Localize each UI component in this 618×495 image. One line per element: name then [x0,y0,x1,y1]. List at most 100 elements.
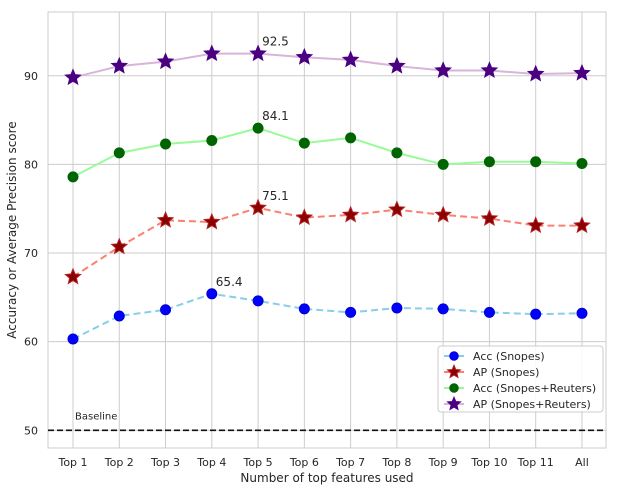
star-marker [573,63,591,81]
circle-marker [437,303,449,315]
circle-marker [449,351,459,361]
circle-marker [298,137,310,149]
legend: Acc (Snopes) AP (Snopes) Acc (Snopes+Reute… [437,345,604,413]
circle-marker [252,122,264,134]
star-marker [388,56,406,74]
y-tick-label: 70 [24,247,38,260]
legend-label: Acc (Snopes) [473,350,545,363]
data-label: 65.4 [216,275,243,289]
circle-marker [576,158,588,170]
legend-item: Acc (Snopes) [444,350,545,363]
star-marker [434,61,453,79]
circle-marker [67,333,79,345]
circle-marker [206,134,218,146]
circle-marker [530,156,542,168]
y-tick-label: 80 [24,158,38,171]
legend-box [437,345,604,413]
circle-marker [449,383,459,393]
data-label: 84.1 [262,109,289,123]
star-marker [295,47,314,65]
star-marker [341,205,360,223]
star-marker [526,216,545,234]
star-marker [446,363,462,379]
legend-item: Acc (Snopes+Reuters) [444,382,596,395]
star-marker [573,216,591,234]
x-tick-label: Top 6 [289,456,319,469]
x-tick-label: Top 4 [196,456,226,469]
circle-marker [483,156,495,168]
circle-marker [576,307,588,319]
series-line [72,127,583,178]
star-marker [110,237,129,255]
star-marker [249,44,267,62]
legend-item: AP (Snopes+Reuters) [444,395,591,411]
circle-marker [252,295,264,307]
star-marker [156,52,175,70]
star-marker [480,209,499,227]
data-label: 75.1 [262,189,289,203]
series-line [72,52,582,79]
circle-marker [113,310,125,322]
star-marker [341,50,360,68]
circle-marker [298,303,310,315]
circle-marker [530,308,542,320]
x-tick-label: Top 5 [243,456,273,469]
circle-marker [160,304,172,316]
x-tick-label: Top 8 [381,456,411,469]
star-marker [446,395,462,411]
star-marker [526,64,545,82]
circle-marker [67,171,79,183]
data-label: 92.5 [262,35,289,49]
star-marker [295,208,314,226]
circle-marker [160,138,172,150]
circle-marker [113,147,125,159]
star-marker [202,44,221,62]
x-tick-label: Top 3 [150,456,180,469]
y-tick-label: 50 [24,424,38,437]
circle-marker [206,288,218,300]
star-marker [64,68,82,86]
y-axis-ticks: 50 60 70 80 90 [24,70,38,437]
legend-label: AP (Snopes+Reuters) [473,398,591,411]
y-tick-label: 60 [24,336,38,349]
star-marker [202,212,221,230]
x-axis-title: Number of top features used [240,471,413,485]
baseline: Baseline [48,411,606,432]
star-marker [388,200,406,218]
x-tick-label: Top 9 [428,456,458,469]
circle-marker [437,158,449,170]
y-axis-title: Accuracy or Average Precision score [5,121,19,338]
x-tick-label: Top 10 [470,456,507,469]
legend-label: AP (Snopes) [473,366,539,379]
circle-marker [483,306,495,318]
series [64,198,591,285]
baseline-label: Baseline [75,411,117,422]
star-marker [110,56,129,74]
circle-marker [391,302,403,314]
series [64,44,591,86]
circle-marker [345,132,357,144]
x-tick-label: Top 1 [57,456,87,469]
series [67,122,588,183]
x-tick-label: Top 2 [104,456,134,469]
circle-marker [345,306,357,318]
legend-label: Acc (Snopes+Reuters) [473,382,596,395]
series-line [72,292,582,340]
legend-item: AP (Snopes) [444,363,539,379]
circle-marker [391,147,403,159]
x-tick-label: All [575,456,589,469]
series-group [64,44,591,345]
star-marker [434,205,453,223]
star-marker [64,267,82,285]
x-axis-ticks: Top 1 Top 2 Top 3 Top 4 Top 5 Top 6 Top 7 Top 8… [57,456,588,469]
star-marker [156,210,175,228]
series [67,288,588,345]
star-marker [249,198,267,216]
y-tick-label: 90 [24,70,38,83]
annotations: 65.4 75.1 84.1 92.5 [216,35,289,289]
x-tick-label: Top 11 [517,456,554,469]
x-tick-label: Top 7 [335,456,365,469]
star-marker [480,61,499,79]
